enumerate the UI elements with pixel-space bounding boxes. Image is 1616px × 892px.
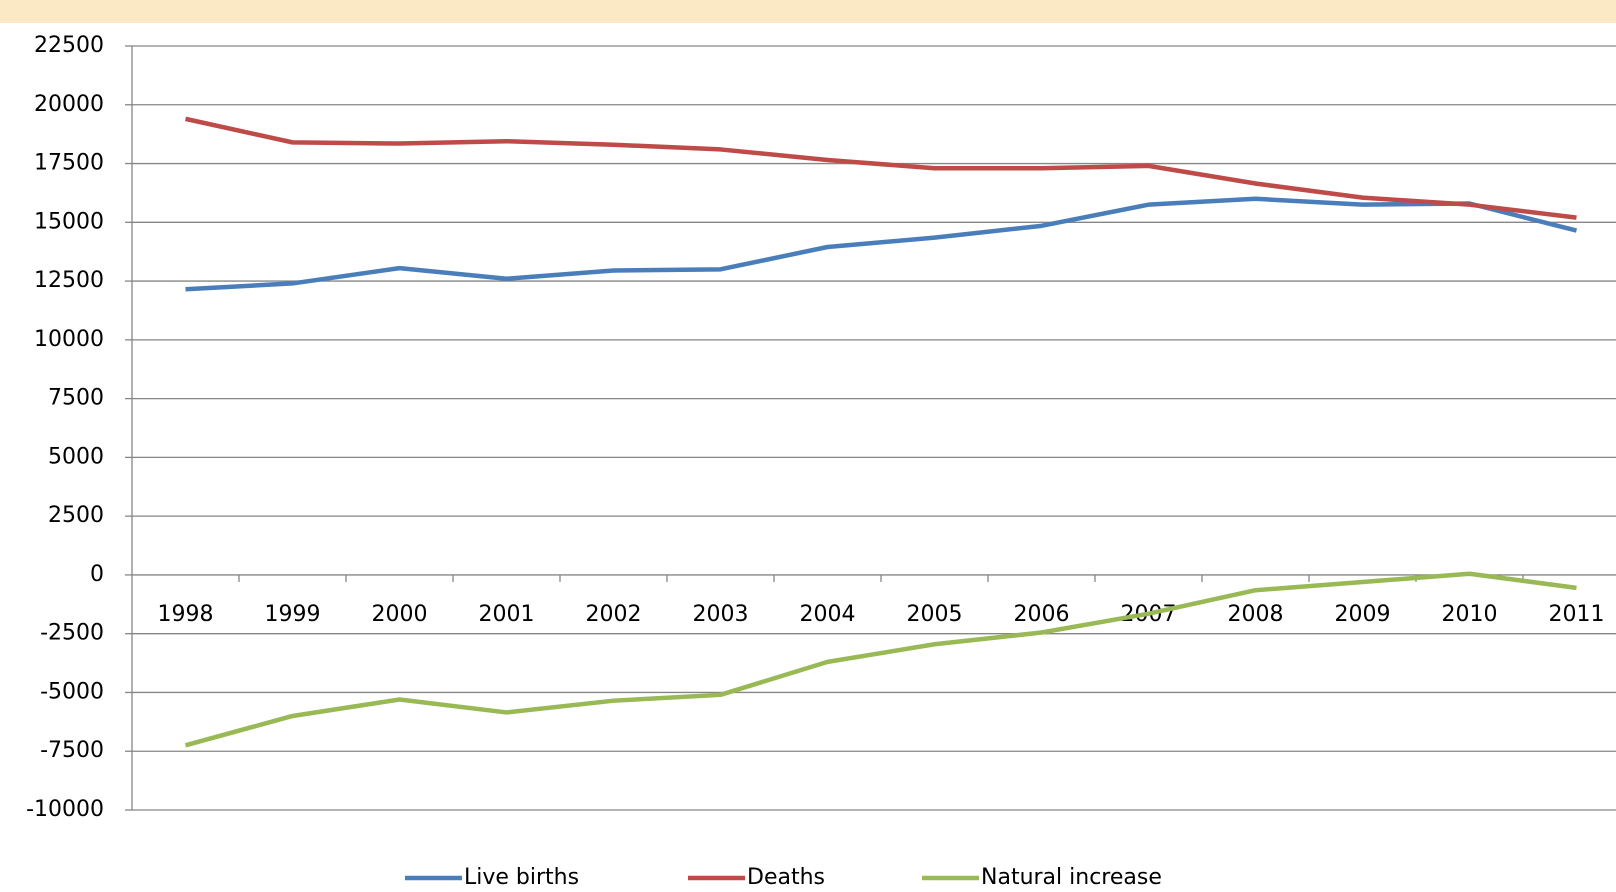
y-tick-label: 22500 (34, 33, 104, 58)
y-tick-label: 0 (90, 562, 104, 587)
legend-label: Deaths (747, 865, 825, 890)
series-line (185, 196, 1578, 292)
y-tick-label: 5000 (48, 444, 104, 469)
x-tick-label: 2005 (907, 602, 963, 627)
x-tick-label: 1998 (158, 602, 214, 627)
x-tick-label: 1999 (265, 602, 321, 627)
top-band (0, 0, 1616, 23)
y-tick-label: -10000 (26, 797, 104, 822)
x-tick-label: 2004 (800, 602, 856, 627)
x-tick-label: 2006 (1014, 602, 1070, 627)
legend-label: Live births (464, 865, 579, 890)
series-line (185, 116, 1577, 220)
y-tick-label: 7500 (48, 386, 104, 411)
y-tick-label: 10000 (34, 327, 104, 352)
y-tick-label: 2500 (48, 503, 104, 528)
x-tick-label: 2009 (1335, 602, 1391, 627)
y-tick-label: 17500 (34, 151, 104, 176)
y-tick-label: -7500 (40, 738, 104, 763)
x-tick-label: 2011 (1549, 602, 1605, 627)
series-line (184, 571, 1577, 748)
y-tick-label: 15000 (34, 209, 104, 234)
x-tick-label: 2002 (586, 602, 642, 627)
y-tick-label: 12500 (34, 268, 104, 293)
x-tick-label: 2010 (1442, 602, 1498, 627)
y-tick-label: -5000 (40, 679, 104, 704)
x-tick-label: 2001 (479, 602, 535, 627)
y-tick-label: -2500 (40, 621, 104, 646)
x-tick-label: 2000 (372, 602, 428, 627)
x-tick-label: 2003 (693, 602, 749, 627)
y-tick-label: 20000 (34, 92, 104, 117)
legend-label: Natural increase (981, 865, 1162, 890)
x-tick-label: 2008 (1228, 602, 1284, 627)
